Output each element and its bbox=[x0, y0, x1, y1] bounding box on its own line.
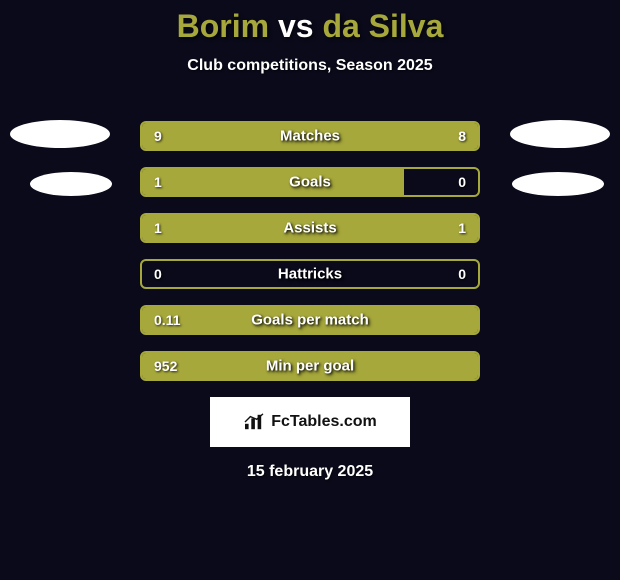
stat-row: 1 0 Goals bbox=[140, 167, 480, 197]
stat-value-left: 0 bbox=[154, 266, 162, 282]
stat-label: Hattricks bbox=[278, 266, 342, 283]
stat-value-right: 0 bbox=[458, 266, 466, 282]
stat-label: Goals bbox=[289, 174, 331, 191]
subtitle: Club competitions, Season 2025 bbox=[0, 57, 620, 75]
stat-fill-left bbox=[142, 169, 404, 195]
stat-fill-right bbox=[320, 123, 478, 149]
stat-value-left: 1 bbox=[154, 220, 162, 236]
stat-row: 9 8 Matches bbox=[140, 121, 480, 151]
footer-date: 15 february 2025 bbox=[0, 463, 620, 481]
team-logo-left-1 bbox=[10, 120, 110, 148]
stats-chart: 9 8 Matches 1 0 Goals 1 1 Assists 0 0 Hattricks 0.11… bbox=[140, 121, 480, 381]
player2-name: da Silva bbox=[322, 8, 443, 44]
chart-icon bbox=[243, 413, 265, 431]
stat-value-left: 1 bbox=[154, 174, 162, 190]
stat-value-right: 0 bbox=[458, 174, 466, 190]
stat-label: Assists bbox=[283, 220, 336, 237]
stat-value-left: 0.11 bbox=[154, 312, 180, 328]
stat-row: 0.11 Goals per match bbox=[140, 305, 480, 335]
stat-label: Goals per match bbox=[251, 312, 369, 329]
stat-value-right: 1 bbox=[458, 220, 466, 236]
team-logo-left-2 bbox=[30, 172, 112, 196]
stat-row: 0 0 Hattricks bbox=[140, 259, 480, 289]
team-logo-right-2 bbox=[512, 172, 604, 196]
team-logo-right-1 bbox=[510, 120, 610, 148]
player1-name: Borim bbox=[177, 8, 269, 44]
stat-value-left: 952 bbox=[154, 358, 177, 374]
stat-row: 1 1 Assists bbox=[140, 213, 480, 243]
stat-row: 952 Min per goal bbox=[140, 351, 480, 381]
brand-text: FcTables.com bbox=[271, 413, 377, 431]
stat-value-left: 9 bbox=[154, 128, 162, 144]
page-title: Borim vs da Silva bbox=[0, 0, 620, 45]
brand-box: FcTables.com bbox=[210, 397, 410, 447]
stat-label: Matches bbox=[280, 128, 340, 145]
stat-label: Min per goal bbox=[266, 358, 354, 375]
vs-text: vs bbox=[278, 8, 314, 44]
stat-value-right: 8 bbox=[458, 128, 466, 144]
